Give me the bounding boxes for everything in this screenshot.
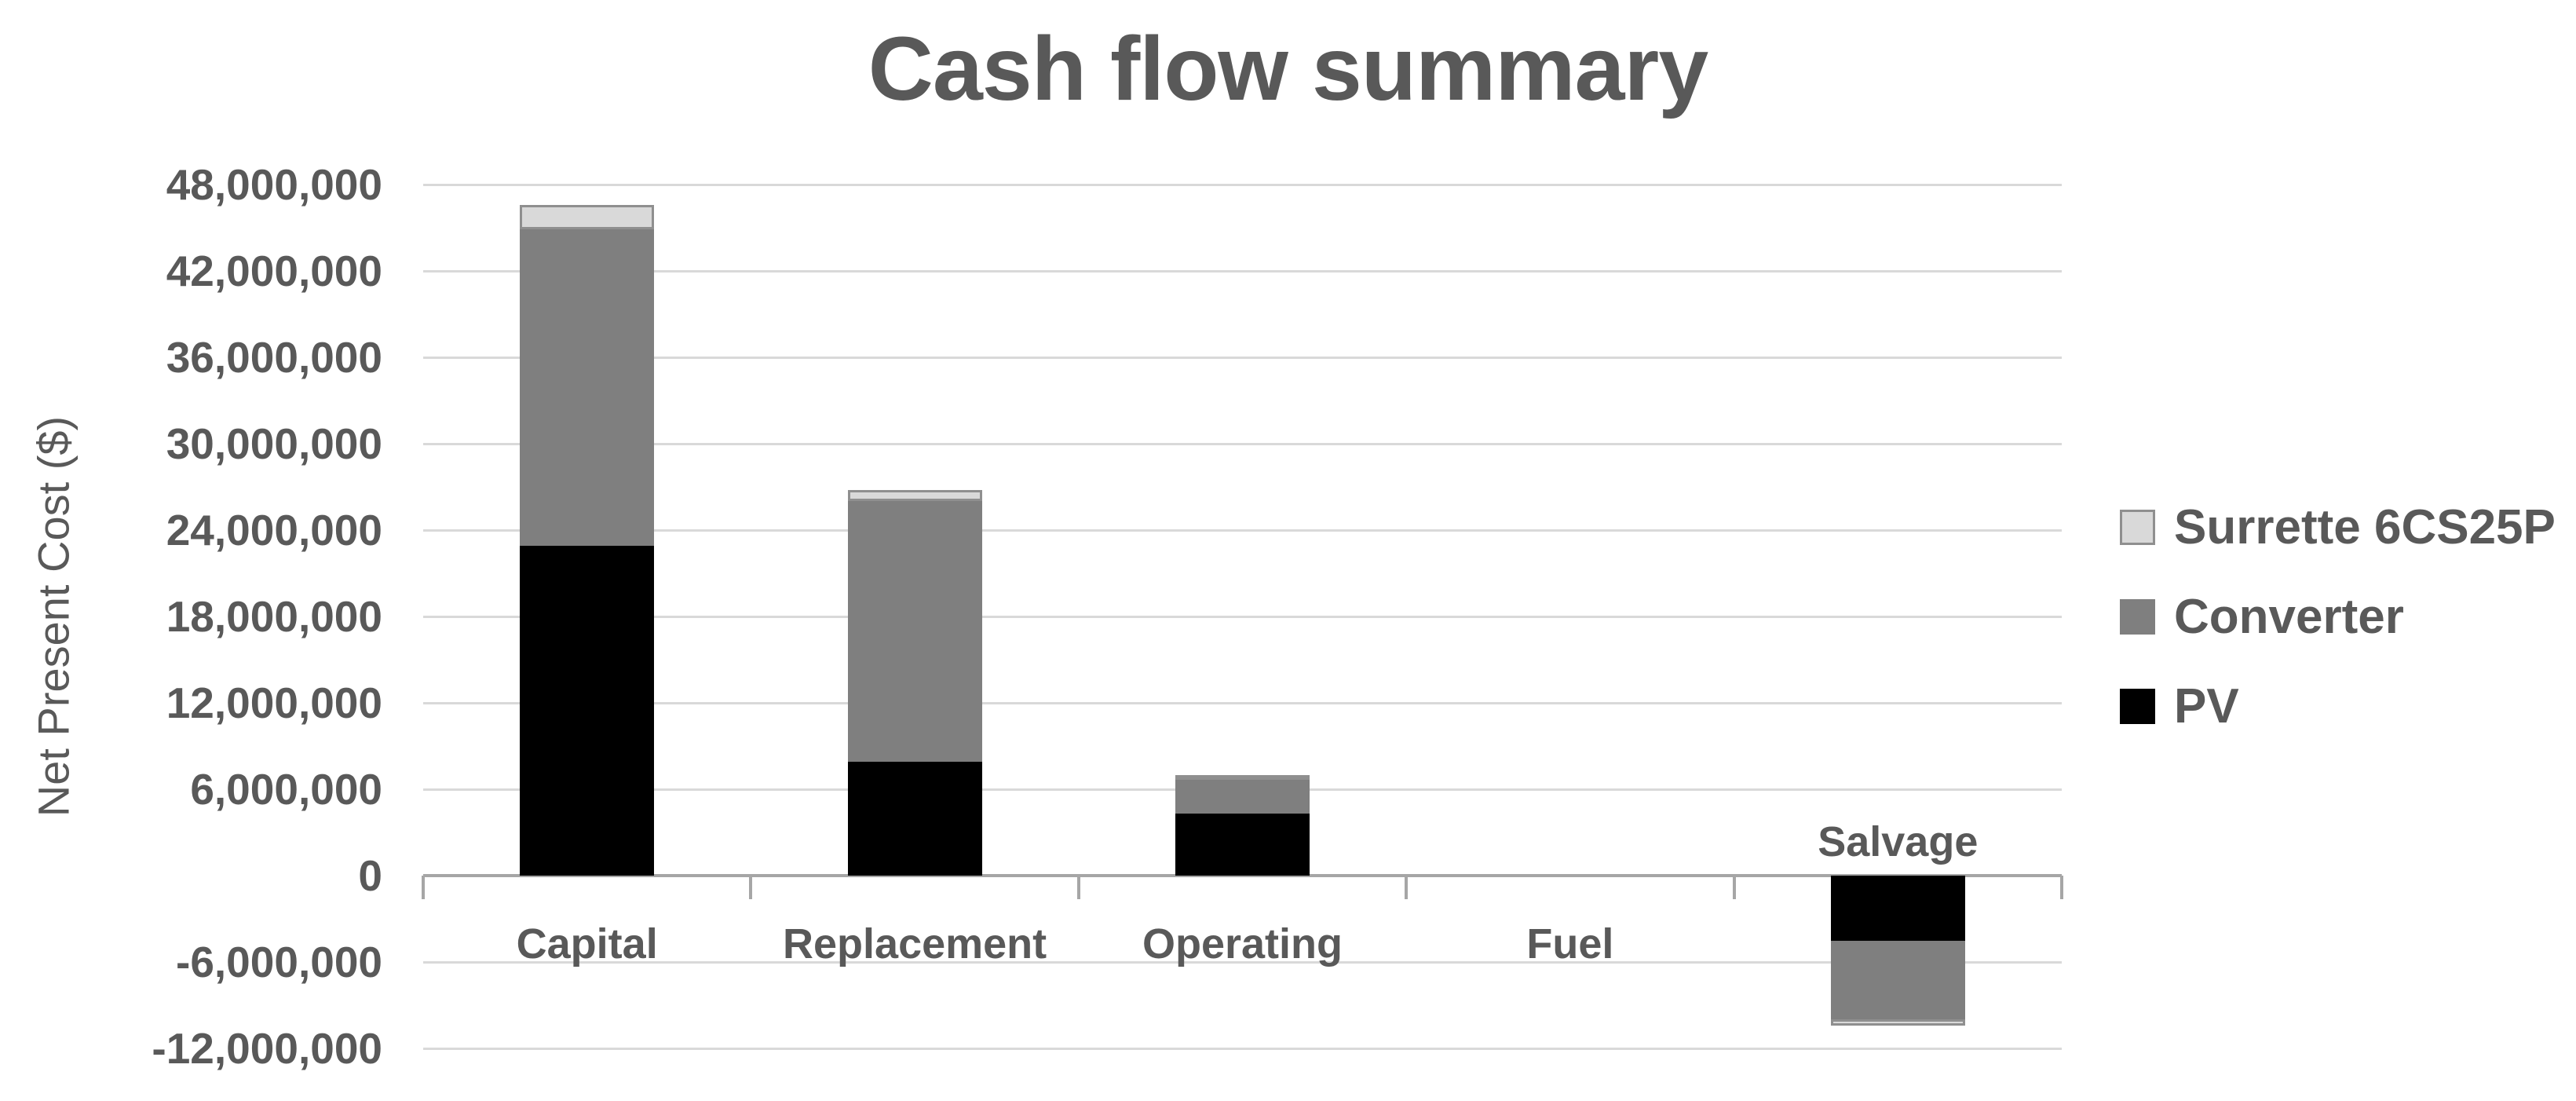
y-axis-tick-label: -6,000,000 [176, 938, 382, 986]
gridline [423, 1047, 2062, 1050]
y-axis-tick-label: -12,000,000 [152, 1024, 382, 1073]
legend-item-surrette-6cs25p: Surrette 6CS25P [2120, 500, 2556, 554]
gridline [423, 356, 2062, 359]
y-axis-tick-label: 36,000,000 [166, 333, 382, 382]
legend-item-pv: PV [2120, 679, 2239, 733]
category-label-capital: Capital [516, 920, 658, 967]
y-axis-tick-label: 30,000,000 [166, 419, 382, 468]
chart-title: Cash flow summary [868, 19, 1708, 119]
legend-swatch-pv [2120, 688, 2155, 724]
y-axis-tick-label: 6,000,000 [190, 765, 382, 814]
category-label-salvage: Salvage [1818, 818, 1979, 865]
legend-label-converter: Converter [2174, 589, 2404, 644]
x-axis-tick [1405, 876, 1409, 899]
gridline [423, 960, 2062, 964]
category-label-replacement: Replacement [783, 920, 1047, 967]
y-axis-tick-label: 12,000,000 [166, 679, 382, 727]
gridline [423, 269, 2062, 273]
bar-segment-pv-operating [1175, 814, 1310, 876]
x-axis-tick [1076, 876, 1080, 899]
legend-item-converter: Converter [2120, 590, 2404, 644]
legend-label-surrette-6cs25p: Surrette 6CS25P [2174, 499, 2556, 554]
x-axis-line [423, 874, 2062, 877]
y-axis-tick-label: 24,000,000 [166, 506, 382, 554]
y-axis-tick-label: 0 [358, 851, 382, 900]
x-axis-tick [749, 876, 753, 899]
bar-segment-converter-operating [1175, 779, 1310, 814]
y-axis-tick-label: 48,000,000 [166, 160, 382, 209]
bar-segment-converter-capital [520, 229, 655, 547]
bar-segment-surrette-6cs25p-operating [1175, 774, 1310, 780]
gridline [423, 529, 2062, 532]
legend-swatch-converter [2120, 598, 2155, 635]
x-axis-tick [1732, 876, 1736, 899]
legend-swatch-surrette-6cs25p [2120, 509, 2155, 545]
x-axis-tick [422, 876, 425, 899]
gridline [423, 442, 2062, 445]
bar-segment-surrette-6cs25p-salvage [1830, 1019, 1965, 1026]
bar-segment-pv-replacement [847, 762, 982, 876]
bar-segment-converter-salvage [1830, 940, 1965, 1020]
gridline [423, 183, 2062, 186]
bar-segment-converter-replacement [847, 501, 982, 763]
gridline [423, 701, 2062, 704]
bar-segment-pv-capital [520, 546, 655, 876]
bar-segment-surrette-6cs25p-capital [520, 204, 655, 229]
y-axis-tick-label: 18,000,000 [166, 592, 382, 641]
bar-segment-pv-salvage [1830, 876, 1965, 941]
gridline [423, 615, 2062, 618]
category-label-operating: Operating [1142, 920, 1343, 967]
y-axis-tick-label: 42,000,000 [166, 247, 382, 295]
bar-segment-surrette-6cs25p-replacement [847, 489, 982, 502]
category-label-fuel: Fuel [1526, 920, 1614, 967]
x-axis-tick [2060, 876, 2063, 899]
legend-label-pv: PV [2174, 679, 2239, 733]
